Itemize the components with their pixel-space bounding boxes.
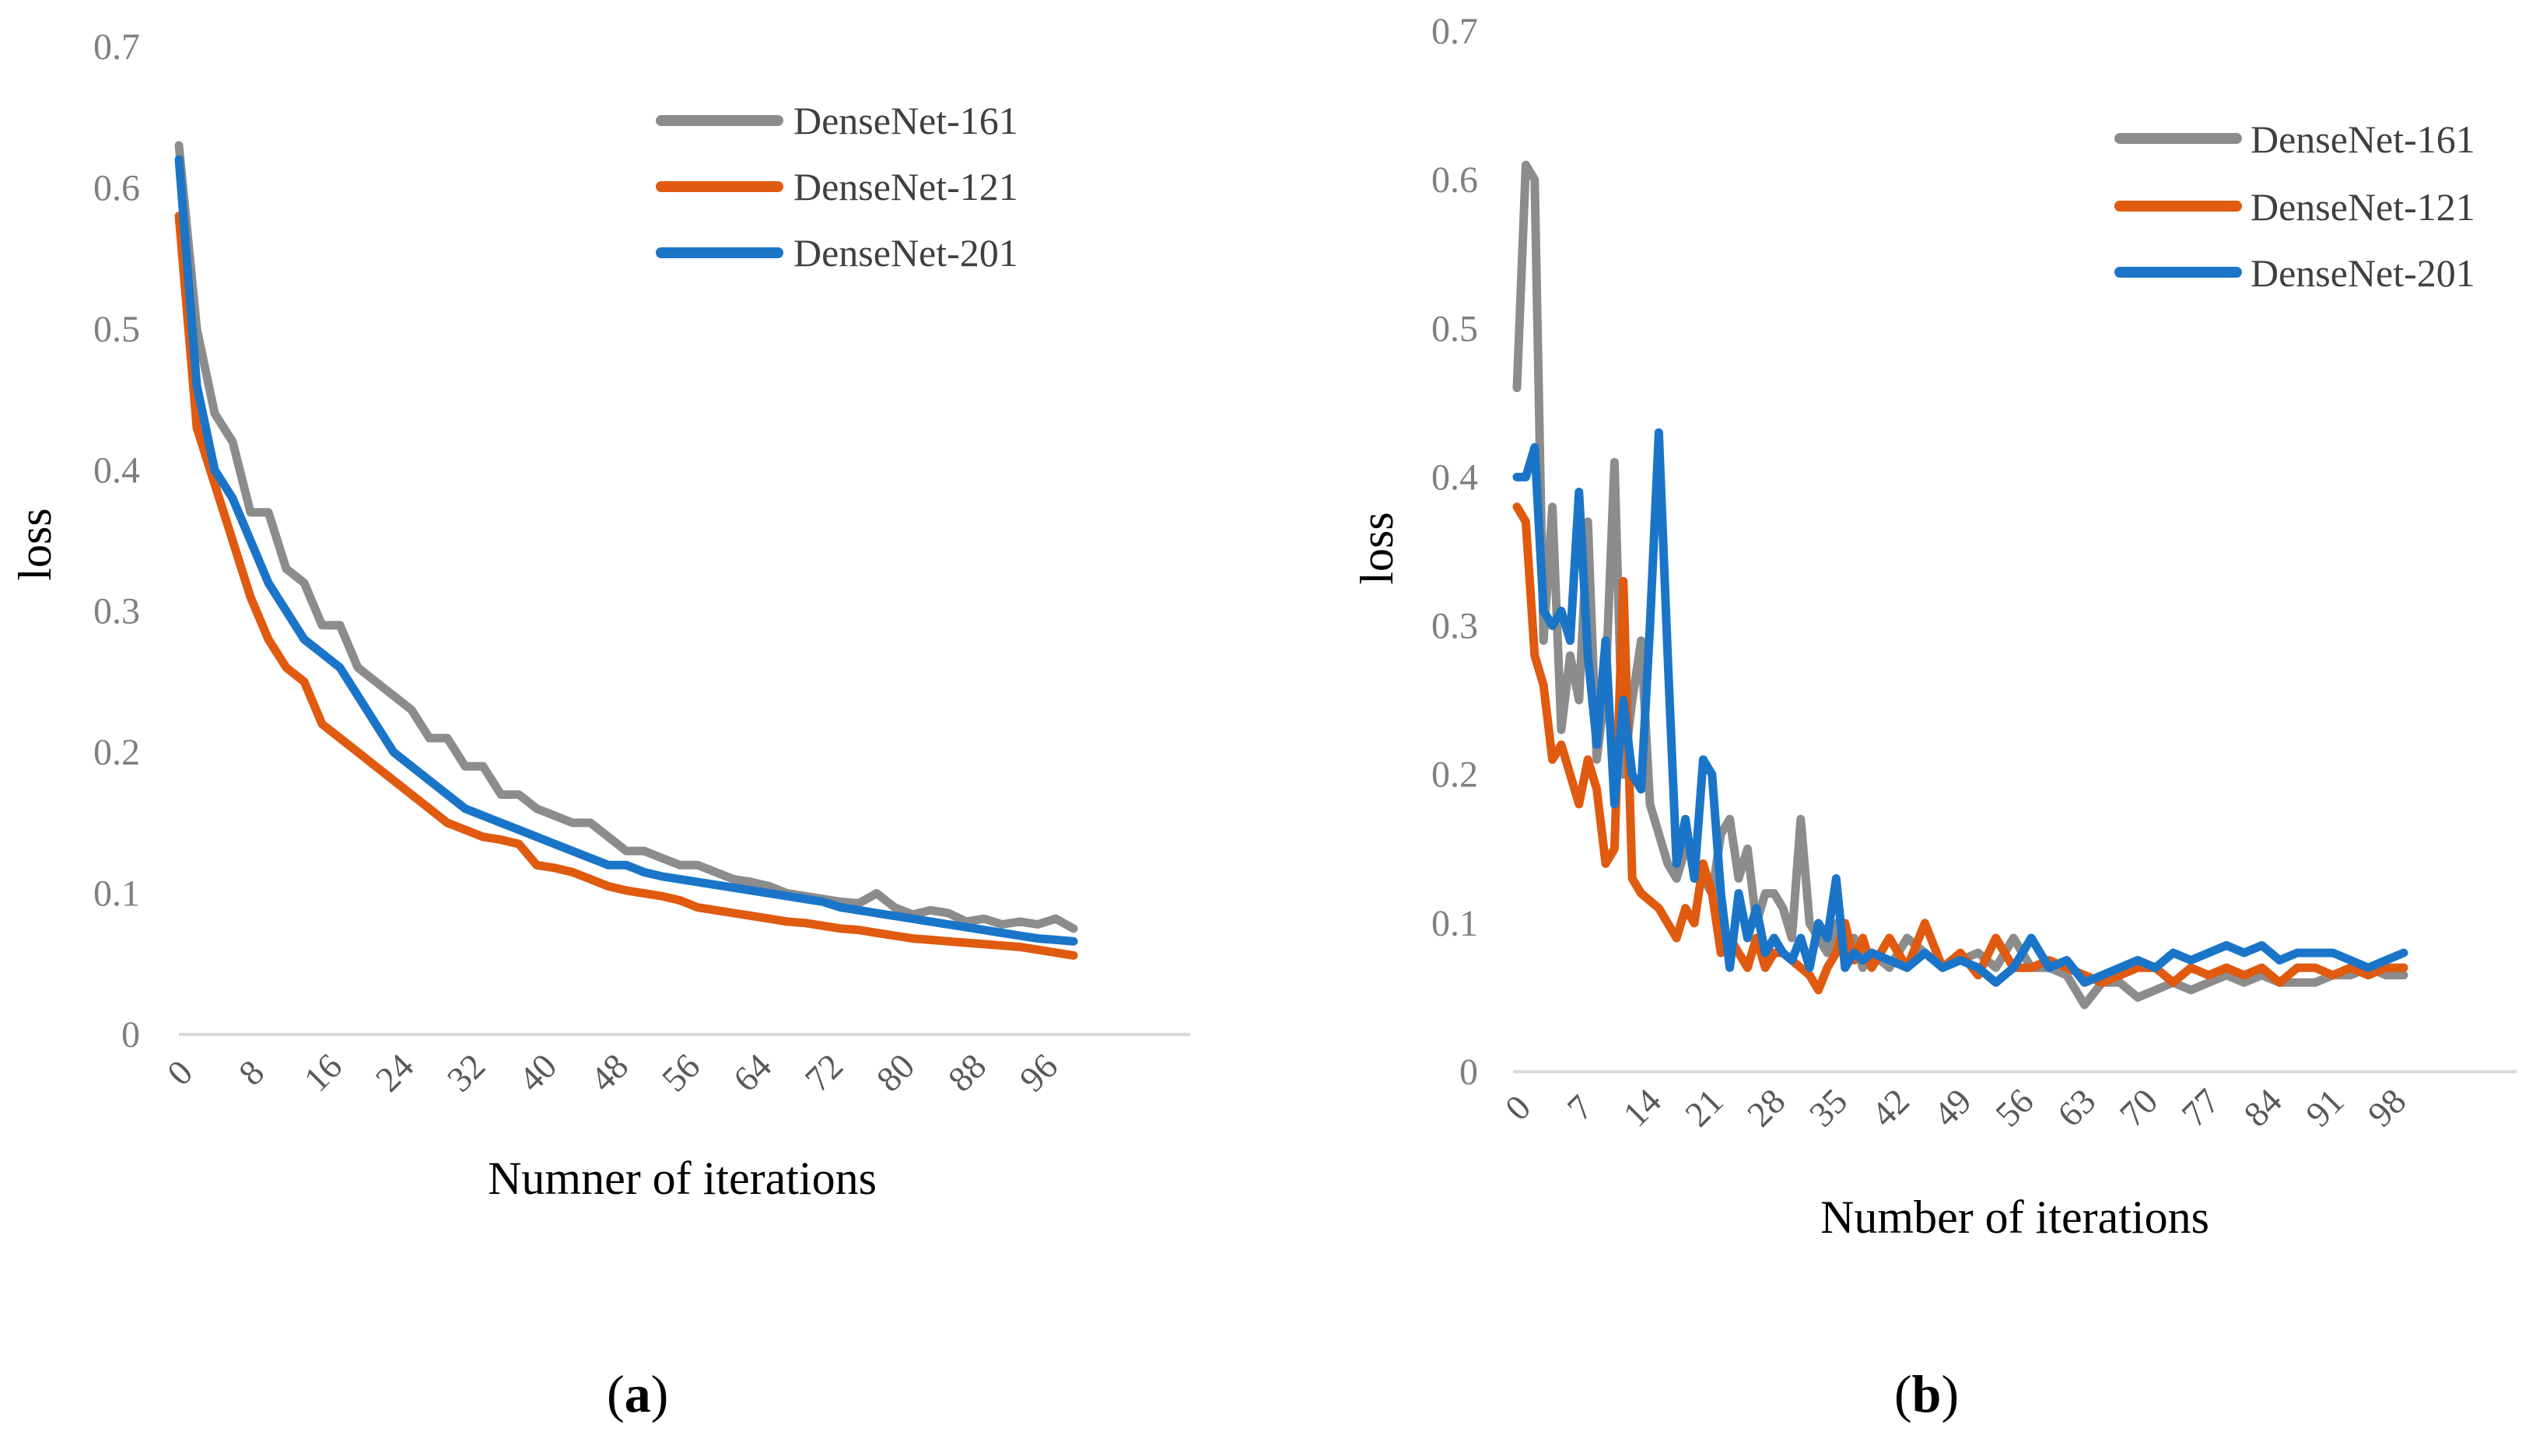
x-tick-label: 40 (511, 1046, 565, 1100)
y-tick-label: 0.5 (93, 309, 140, 350)
legend-label: DenseNet-201 (793, 231, 1018, 275)
panel-label-letter: b (1912, 1364, 1942, 1423)
y-tick-label: 0.1 (1431, 903, 1478, 944)
x-tick-label: 0 (1497, 1087, 1538, 1128)
x-tick-label: 14 (1615, 1081, 1669, 1135)
x-tick-label: 77 (2174, 1081, 2228, 1135)
x-tick-label: 32 (440, 1046, 493, 1100)
x-tick-label: 84 (2236, 1081, 2289, 1135)
series-line-densenet-121 (1512, 502, 2408, 995)
y-tick-label: 0.1 (93, 873, 140, 915)
chart-panel-b: loss Number of iterations 00.10.20.30.40… (1351, 11, 2517, 1423)
x-tick-label: 49 (1925, 1081, 1979, 1135)
legend-item: DenseNet-161 (2114, 117, 2475, 161)
panel-label: (a) (607, 1364, 668, 1423)
legend-item: DenseNet-161 (656, 99, 1018, 142)
x-tick-label: 48 (583, 1046, 636, 1100)
x-tick-label: 8 (231, 1052, 271, 1093)
legend-label: DenseNet-161 (2251, 117, 2475, 161)
x-tick-label: 24 (368, 1046, 422, 1100)
y-tick-label: 0.7 (93, 26, 140, 68)
legend-item: DenseNet-121 (2114, 185, 2475, 229)
y-tick-label: 0 (1459, 1052, 1478, 1093)
y-tick-label: 0 (121, 1014, 140, 1055)
x-tick-label: 96 (1012, 1046, 1066, 1100)
series-lines (174, 141, 1078, 960)
x-tick-label: 80 (869, 1046, 923, 1100)
panel-label: (b) (1894, 1364, 1959, 1423)
y-tick-label: 0.2 (1431, 754, 1478, 796)
x-axis-title: Number of iterations (1820, 1192, 2209, 1243)
x-tick-label: 21 (1677, 1081, 1731, 1135)
y-tick-label: 0.4 (93, 450, 140, 491)
legend-label: DenseNet-121 (2251, 185, 2475, 229)
x-tick-label: 98 (2360, 1081, 2414, 1135)
x-tick-label: 42 (1864, 1081, 1918, 1135)
series-line-densenet-201 (174, 155, 1078, 946)
chart-panel-a: loss Numner of iterations 00.10.20.30.40… (9, 26, 1190, 1423)
x-tick-label: 56 (1988, 1081, 2041, 1135)
legend-item: DenseNet-201 (656, 231, 1018, 275)
x-tick-label: 56 (654, 1046, 708, 1100)
x-tick-label: 72 (797, 1046, 851, 1100)
x-axis-title: Numner of iterations (488, 1153, 877, 1204)
y-tick-label: 0.7 (1431, 11, 1478, 52)
legend: DenseNet-161 DenseNet-121 DenseNet-201 (2114, 117, 2475, 295)
series-line-densenet-161 (174, 141, 1078, 933)
x-tick-label: 0 (159, 1052, 200, 1093)
series-line-densenet-201 (1512, 428, 2408, 987)
x-tick-label: 16 (296, 1046, 350, 1100)
legend-label: DenseNet-121 (793, 165, 1018, 208)
x-tick-label: 70 (2112, 1081, 2166, 1135)
y-tick-label: 0.6 (1431, 159, 1478, 201)
panel-label-letter: a (625, 1364, 651, 1423)
y-tick-labels: 0 0.1 0.2 0.3 0.4 0.5 0.6 0.7 (1431, 11, 1478, 1093)
legend-label: DenseNet-201 (2251, 251, 2475, 295)
x-tick-label: 7 (1560, 1087, 1600, 1128)
x-tick-labels: 0 8 16 24 32 40 48 56 64 72 80 88 96 (159, 1046, 1065, 1100)
y-tick-label: 0.4 (1431, 457, 1478, 498)
y-tick-label: 0.2 (93, 732, 140, 773)
y-tick-label: 0.6 (93, 167, 140, 208)
y-tick-label: 0.3 (93, 591, 140, 632)
x-tick-label: 63 (2050, 1081, 2103, 1135)
x-tick-labels: 0 7 14 21 28 35 42 49 56 63 70 77 84 91 98 (1497, 1081, 2414, 1135)
y-tick-labels: 0 0.1 0.2 0.3 0.4 0.5 0.6 0.7 (93, 26, 140, 1055)
x-tick-label: 64 (726, 1046, 779, 1100)
legend-item: DenseNet-201 (2114, 251, 2475, 295)
legend-label: DenseNet-161 (793, 99, 1018, 142)
y-axis-title: loss (9, 508, 61, 580)
x-tick-label: 91 (2298, 1081, 2352, 1135)
x-tick-label: 88 (940, 1046, 994, 1100)
y-tick-label: 0.5 (1431, 308, 1478, 349)
series-lines (1512, 160, 2408, 1010)
legend: DenseNet-161 DenseNet-121 DenseNet-201 (656, 99, 1018, 275)
y-tick-label: 0.3 (1431, 606, 1478, 647)
y-axis-title: loss (1351, 512, 1403, 584)
x-tick-label: 28 (1739, 1081, 1793, 1135)
series-line-densenet-121 (174, 212, 1078, 960)
legend-item: DenseNet-121 (656, 165, 1018, 208)
x-tick-label: 35 (1802, 1081, 1855, 1135)
